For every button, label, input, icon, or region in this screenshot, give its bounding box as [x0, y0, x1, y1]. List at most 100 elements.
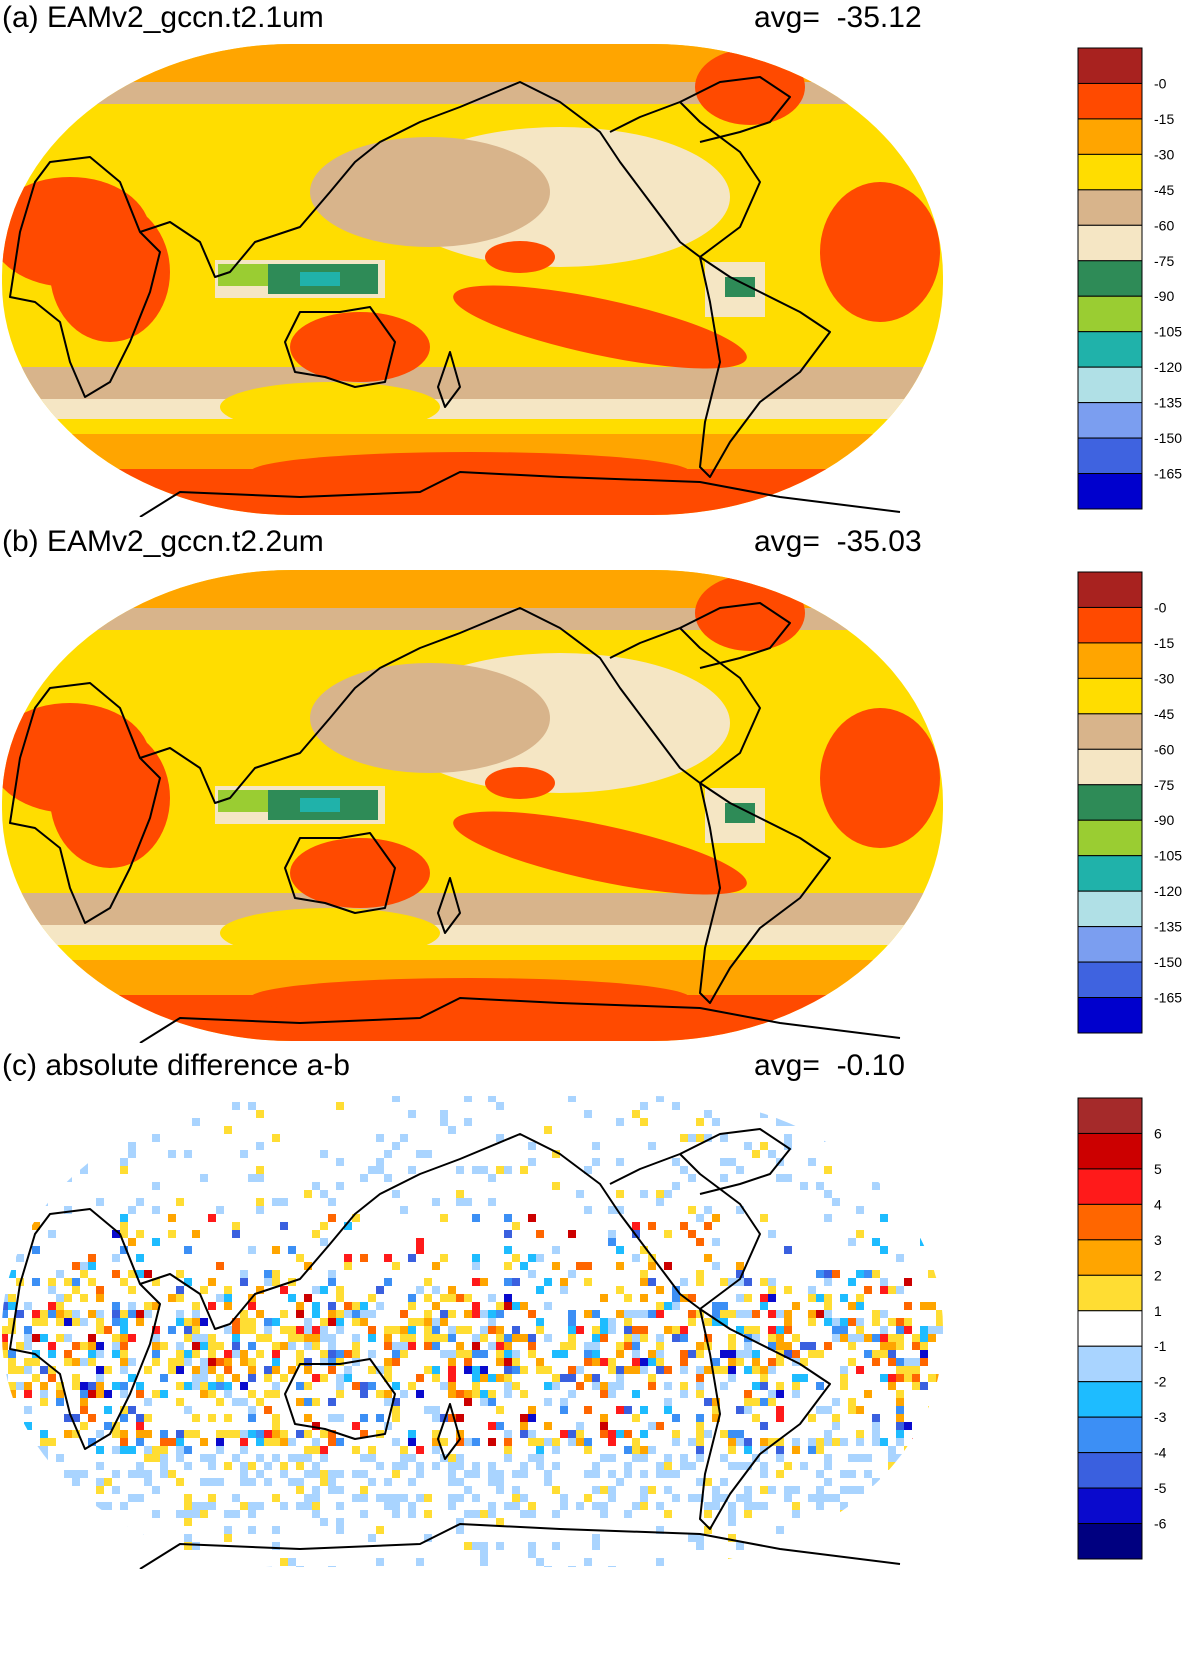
colorbar-a-label: -60: [1154, 217, 1174, 233]
diff-cell: [328, 1478, 336, 1486]
diff-cell: [272, 1134, 280, 1142]
diff-cell: [176, 1294, 184, 1302]
diff-cell: [864, 1470, 872, 1478]
diff-cell: [344, 1350, 352, 1358]
diff-cell: [840, 1318, 848, 1326]
diff-cell: [200, 1454, 208, 1462]
colorbar-b-swatch: [1077, 961, 1143, 999]
diff-cell: [8, 1126, 16, 1134]
diff-cell: [808, 1446, 816, 1454]
diff-cell: [672, 1470, 680, 1478]
diff-cell: [784, 1326, 792, 1334]
diff-cell: [496, 1374, 504, 1382]
diff-cell: [592, 1486, 600, 1494]
diff-cell: [840, 1374, 848, 1382]
diff-cell: [824, 1406, 832, 1414]
diff-cell: [408, 1318, 416, 1326]
diff-cell: [96, 1310, 104, 1318]
diff-cell: [120, 1446, 128, 1454]
diff-cell: [904, 1446, 912, 1454]
colorbar-b-label: -90: [1154, 812, 1174, 828]
diff-cell: [128, 1406, 136, 1414]
diff-cell: [336, 1374, 344, 1382]
panel-c-title: (c) absolute difference a-b: [2, 1049, 350, 1082]
diff-cell: [496, 1326, 504, 1334]
diff-cell: [488, 1198, 496, 1206]
diff-cell: [648, 1350, 656, 1358]
colorbar-c-swatch: [1077, 1452, 1143, 1489]
diff-cell: [784, 1486, 792, 1494]
diff-cell: [544, 1422, 552, 1430]
diff-cell: [368, 1446, 376, 1454]
diff-cell: [192, 1542, 200, 1550]
diff-cell: [96, 1390, 104, 1398]
diff-cell: [320, 1470, 328, 1478]
diff-cell: [200, 1366, 208, 1374]
diff-cell: [552, 1510, 560, 1518]
diff-cell: [912, 1366, 920, 1374]
diff-cell: [712, 1262, 720, 1270]
diff-cell: [296, 1478, 304, 1486]
diff-cell: [400, 1134, 408, 1142]
diff-cell: [824, 1494, 832, 1502]
diff-cell: [480, 1550, 488, 1558]
diff-cell: [184, 1350, 192, 1358]
diff-cell: [200, 1510, 208, 1518]
diff-cell: [96, 1342, 104, 1350]
diff-cell: [736, 1430, 744, 1438]
diff-cell: [216, 1294, 224, 1302]
colorbar-a-label: -75: [1154, 253, 1174, 269]
diff-cell: [216, 1478, 224, 1486]
diff-cell: [272, 1494, 280, 1502]
diff-cell: [816, 1446, 824, 1454]
diff-cell: [232, 1222, 240, 1230]
diff-cell: [632, 1446, 640, 1454]
diff-cell: [104, 1566, 112, 1567]
diff-cell: [704, 1222, 712, 1230]
diff-cell: [400, 1454, 408, 1462]
diff-cell: [736, 1406, 744, 1414]
diff-cell: [856, 1486, 864, 1494]
diff-cell: [504, 1454, 512, 1462]
diff-cell: [48, 1278, 56, 1286]
diff-cell: [136, 1310, 144, 1318]
diff-cell: [576, 1262, 584, 1270]
diff-cell: [744, 1494, 752, 1502]
diff-cell: [904, 1374, 912, 1382]
diff-cell: [672, 1430, 680, 1438]
diff-cell: [488, 1438, 496, 1446]
diff-cell: [536, 1326, 544, 1334]
diff-cell: [768, 1294, 776, 1302]
diff-cell: [200, 1382, 208, 1390]
panel-a-field: [2, 44, 943, 515]
diff-cell: [208, 1214, 216, 1222]
diff-cell: [496, 1542, 504, 1550]
diff-cell: [568, 1334, 576, 1342]
diff-cell: [200, 1286, 208, 1294]
diff-cell: [656, 1334, 664, 1342]
diff-cell: [624, 1470, 632, 1478]
diff-cell: [920, 1238, 928, 1246]
diff-cell: [2, 1342, 8, 1350]
diff-cell: [112, 1318, 120, 1326]
diff-cell: [872, 1430, 880, 1438]
diff-cell: [456, 1326, 464, 1334]
diff-cell: [72, 1342, 80, 1350]
diff-cell: [168, 1358, 176, 1366]
diff-cell: [48, 1350, 56, 1358]
diff-cell: [688, 1134, 696, 1142]
diff-cell: [200, 1318, 208, 1326]
diff-cell: [16, 1158, 24, 1166]
diff-cell: [136, 1534, 144, 1542]
diff-cell: [600, 1382, 608, 1390]
diff-cell: [448, 1310, 456, 1318]
diff-cell: [896, 1534, 904, 1542]
diff-cell: [792, 1382, 800, 1390]
diff-cell: [920, 1334, 928, 1342]
diff-cell: [80, 1406, 88, 1414]
diff-cell: [16, 1230, 24, 1238]
diff-cell: [112, 1470, 120, 1478]
diff-cell: [304, 1414, 312, 1422]
colorbar-a-label: -15: [1154, 111, 1174, 127]
